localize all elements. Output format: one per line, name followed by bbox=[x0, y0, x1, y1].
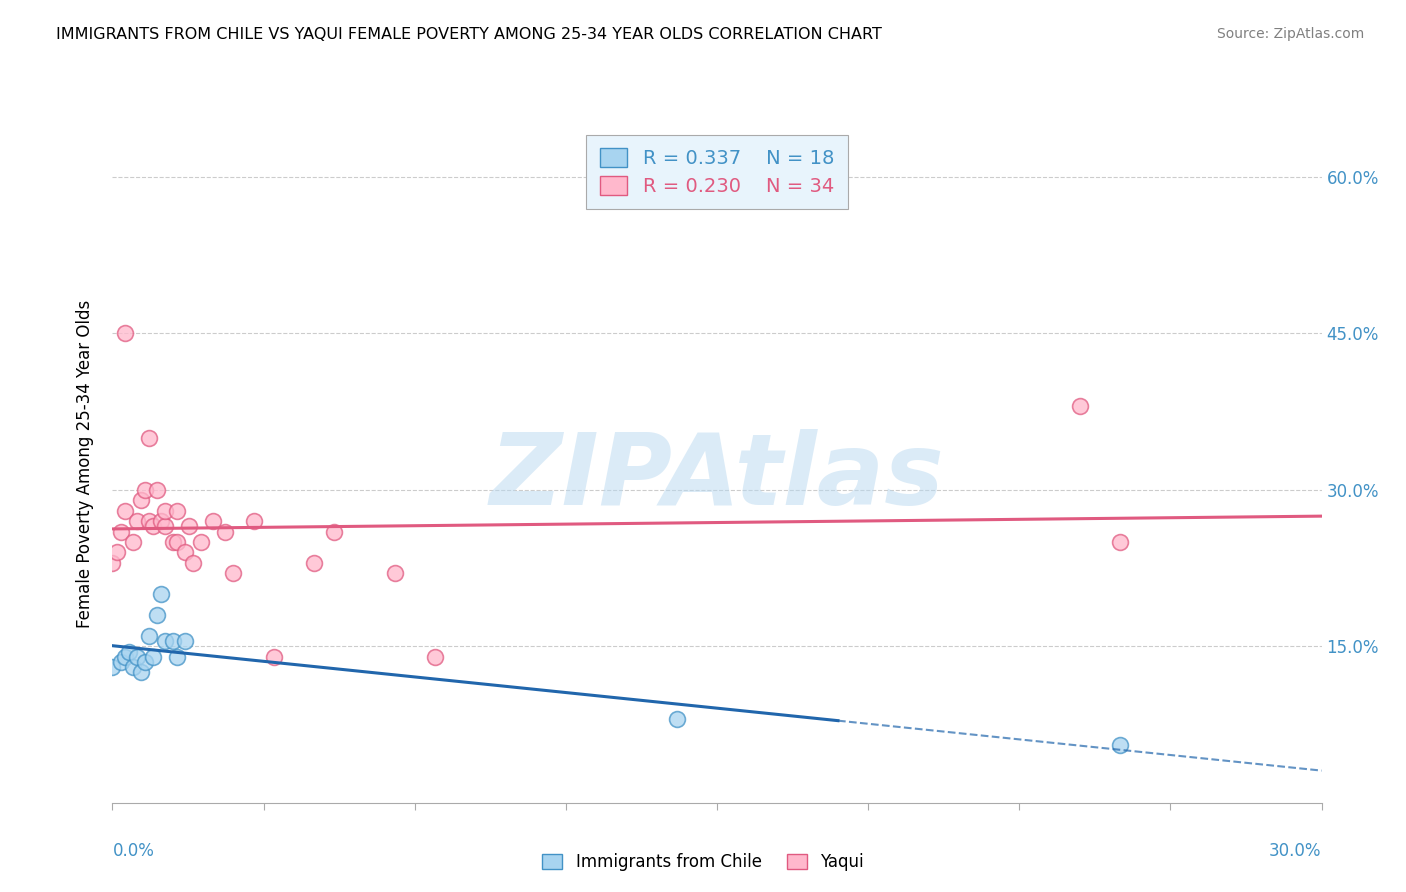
Point bbox=[323, 524, 346, 539]
Point bbox=[117, 644, 139, 658]
Point bbox=[138, 629, 160, 643]
Point bbox=[302, 556, 325, 570]
Point bbox=[110, 655, 132, 669]
Point bbox=[166, 649, 188, 664]
Point bbox=[174, 634, 197, 648]
Point bbox=[162, 634, 184, 648]
Point bbox=[423, 649, 446, 664]
Text: 30.0%: 30.0% bbox=[1270, 842, 1322, 860]
Point bbox=[146, 483, 169, 497]
Point bbox=[114, 504, 136, 518]
Point bbox=[384, 566, 406, 581]
Point bbox=[110, 524, 132, 539]
Point bbox=[665, 712, 688, 726]
Point bbox=[166, 504, 188, 518]
Point bbox=[190, 535, 212, 549]
Point bbox=[242, 514, 264, 528]
Text: ZIPAtlas: ZIPAtlas bbox=[489, 429, 945, 526]
Point bbox=[134, 655, 156, 669]
Point bbox=[125, 649, 148, 664]
Point bbox=[129, 665, 152, 680]
Point bbox=[153, 634, 176, 648]
Point bbox=[1069, 400, 1091, 414]
Point bbox=[1109, 535, 1132, 549]
Point bbox=[138, 514, 160, 528]
Point bbox=[114, 326, 136, 341]
Point bbox=[149, 587, 172, 601]
Point bbox=[162, 535, 184, 549]
Point bbox=[263, 649, 285, 664]
Point bbox=[149, 514, 172, 528]
Point bbox=[153, 519, 176, 533]
Point bbox=[114, 649, 136, 664]
Point bbox=[142, 649, 165, 664]
Point bbox=[134, 483, 156, 497]
Point bbox=[105, 545, 128, 559]
Y-axis label: Female Poverty Among 25-34 Year Olds: Female Poverty Among 25-34 Year Olds bbox=[76, 300, 94, 628]
Legend: R = 0.337    N = 18, R = 0.230    N = 34: R = 0.337 N = 18, R = 0.230 N = 34 bbox=[586, 135, 848, 210]
Point bbox=[101, 556, 124, 570]
Point bbox=[181, 556, 204, 570]
Point bbox=[125, 514, 148, 528]
Point bbox=[121, 535, 143, 549]
Text: Source: ZipAtlas.com: Source: ZipAtlas.com bbox=[1216, 27, 1364, 41]
Point bbox=[214, 524, 236, 539]
Point bbox=[222, 566, 245, 581]
Text: 0.0%: 0.0% bbox=[112, 842, 155, 860]
Legend: Immigrants from Chile, Yaqui: Immigrants from Chile, Yaqui bbox=[534, 845, 872, 880]
Point bbox=[138, 431, 160, 445]
Point bbox=[153, 504, 176, 518]
Point bbox=[177, 519, 200, 533]
Point bbox=[202, 514, 225, 528]
Point bbox=[121, 660, 143, 674]
Point bbox=[142, 519, 165, 533]
Point bbox=[101, 660, 124, 674]
Point bbox=[146, 608, 169, 623]
Text: IMMIGRANTS FROM CHILE VS YAQUI FEMALE POVERTY AMONG 25-34 YEAR OLDS CORRELATION : IMMIGRANTS FROM CHILE VS YAQUI FEMALE PO… bbox=[56, 27, 882, 42]
Point bbox=[1109, 739, 1132, 753]
Point bbox=[166, 535, 188, 549]
Point bbox=[174, 545, 197, 559]
Point bbox=[129, 493, 152, 508]
